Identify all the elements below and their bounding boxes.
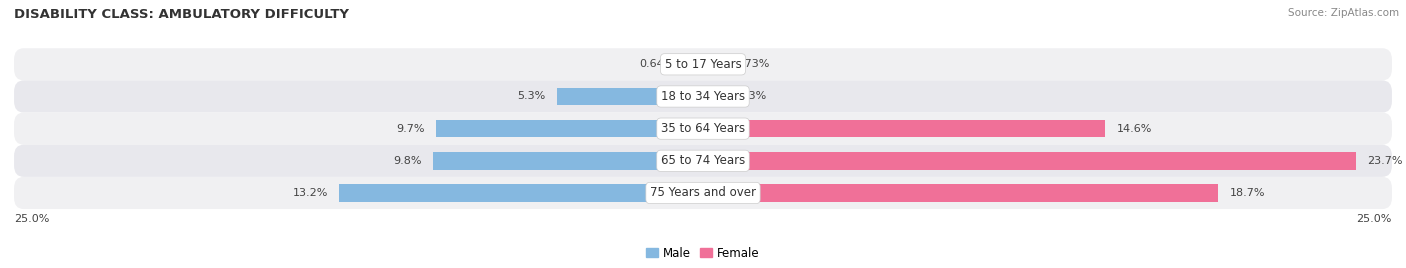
- Text: 0.63%: 0.63%: [731, 91, 766, 102]
- Bar: [703, 120, 1105, 137]
- Bar: [703, 152, 1357, 170]
- Text: DISABILITY CLASS: AMBULATORY DIFFICULTY: DISABILITY CLASS: AMBULATORY DIFFICULTY: [14, 8, 349, 21]
- Text: 5.3%: 5.3%: [517, 91, 546, 102]
- Text: 35 to 64 Years: 35 to 64 Years: [661, 122, 745, 135]
- Text: 13.2%: 13.2%: [292, 188, 328, 198]
- Bar: [339, 184, 703, 202]
- Text: 0.73%: 0.73%: [734, 59, 769, 69]
- Text: 75 Years and over: 75 Years and over: [650, 187, 756, 199]
- Bar: [703, 184, 1219, 202]
- Text: 23.7%: 23.7%: [1367, 156, 1403, 166]
- Text: Source: ZipAtlas.com: Source: ZipAtlas.com: [1288, 8, 1399, 18]
- Bar: [433, 152, 703, 170]
- Text: 25.0%: 25.0%: [14, 214, 49, 224]
- Text: 18 to 34 Years: 18 to 34 Years: [661, 90, 745, 103]
- Text: 18.7%: 18.7%: [1229, 188, 1265, 198]
- FancyBboxPatch shape: [14, 113, 1392, 145]
- Text: 9.8%: 9.8%: [394, 156, 422, 166]
- Text: 25.0%: 25.0%: [1357, 214, 1392, 224]
- Bar: [703, 88, 720, 105]
- Bar: [557, 88, 703, 105]
- FancyBboxPatch shape: [14, 145, 1392, 177]
- Bar: [703, 55, 723, 73]
- FancyBboxPatch shape: [14, 48, 1392, 80]
- Text: 9.7%: 9.7%: [396, 124, 425, 134]
- Text: 14.6%: 14.6%: [1116, 124, 1152, 134]
- Bar: [436, 120, 703, 137]
- Legend: Male, Female: Male, Female: [641, 242, 765, 264]
- Text: 65 to 74 Years: 65 to 74 Years: [661, 154, 745, 167]
- Text: 5 to 17 Years: 5 to 17 Years: [665, 58, 741, 71]
- FancyBboxPatch shape: [14, 80, 1392, 113]
- FancyBboxPatch shape: [14, 177, 1392, 209]
- Bar: [685, 55, 703, 73]
- Text: 0.64%: 0.64%: [638, 59, 675, 69]
